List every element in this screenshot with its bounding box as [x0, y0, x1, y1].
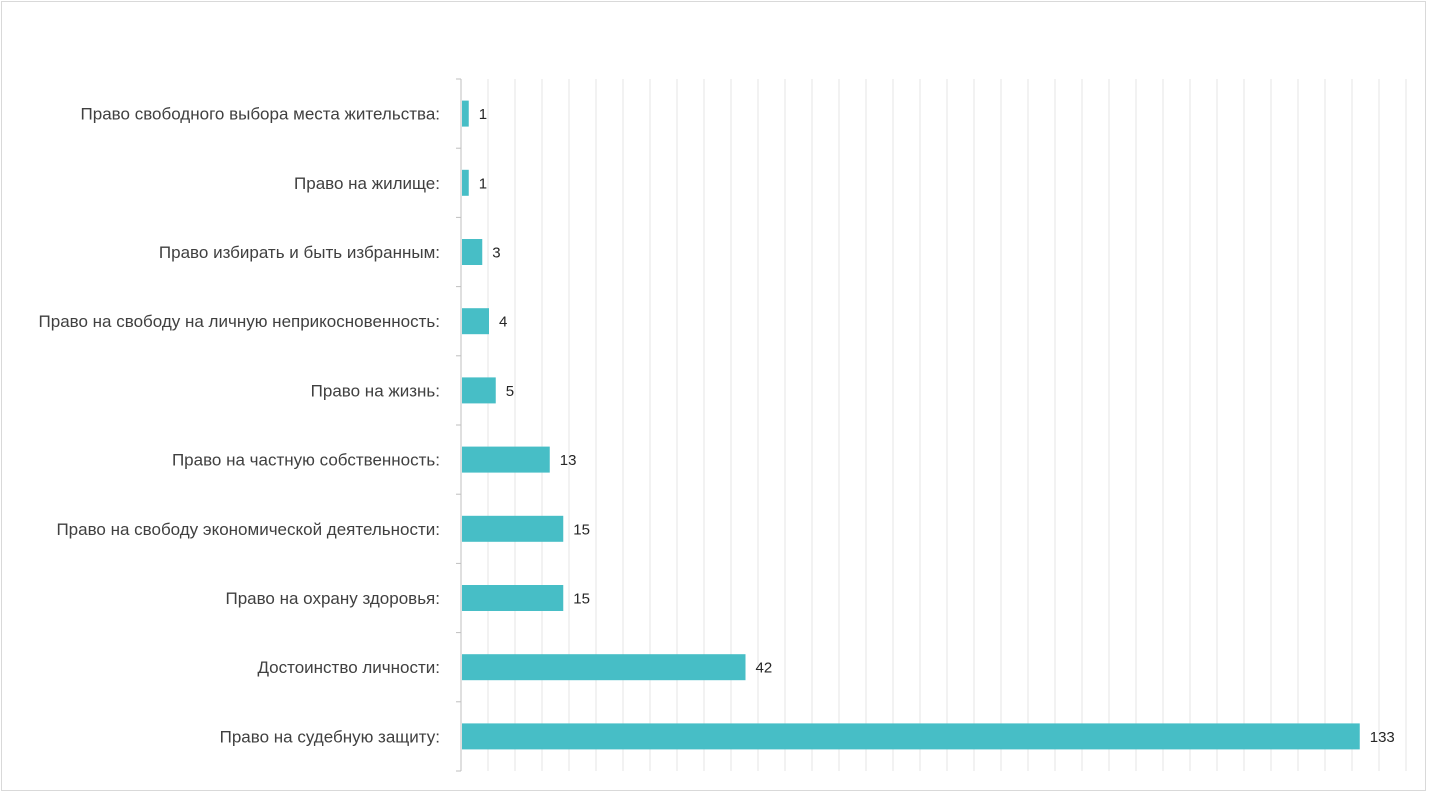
value-label: 1	[479, 175, 487, 192]
value-label: 13	[560, 452, 577, 469]
value-label: 3	[492, 245, 500, 262]
category-label: Право на частную собственность:	[172, 451, 440, 470]
bar	[462, 239, 483, 265]
value-label: 42	[756, 660, 773, 677]
category-label: Достоинство личности:	[257, 658, 440, 677]
category-label: Право на жизнь:	[311, 381, 440, 400]
value-label: 15	[573, 591, 590, 608]
category-label: Право на свободу на личную неприкосновен…	[39, 312, 440, 331]
category-axis	[456, 78, 462, 772]
bars	[462, 100, 1360, 750]
bar	[462, 723, 1360, 750]
bar	[462, 169, 469, 196]
category-label: Право на жилище:	[294, 174, 440, 193]
bar	[462, 377, 496, 404]
bar	[462, 446, 550, 473]
bar	[462, 654, 746, 681]
category-label: Право свободного выбора места жительства…	[81, 105, 440, 124]
category-labels: Право свободного выбора места жительства…	[39, 105, 440, 747]
value-label: 1	[479, 106, 487, 123]
bar	[462, 100, 469, 127]
value-label: 15	[573, 521, 590, 538]
value-label: 133	[1370, 729, 1395, 746]
category-label: Право на судебную защиту:	[220, 727, 440, 746]
bar	[462, 308, 489, 335]
bar	[462, 585, 564, 611]
bar	[462, 515, 564, 542]
category-label: Право избирать и быть избранным:	[159, 243, 440, 262]
category-label: Право на свободу экономической деятельно…	[56, 520, 440, 539]
value-label: 5	[506, 383, 514, 400]
category-label: Право на охрану здоровья:	[225, 589, 440, 608]
value-label: 4	[499, 314, 507, 331]
